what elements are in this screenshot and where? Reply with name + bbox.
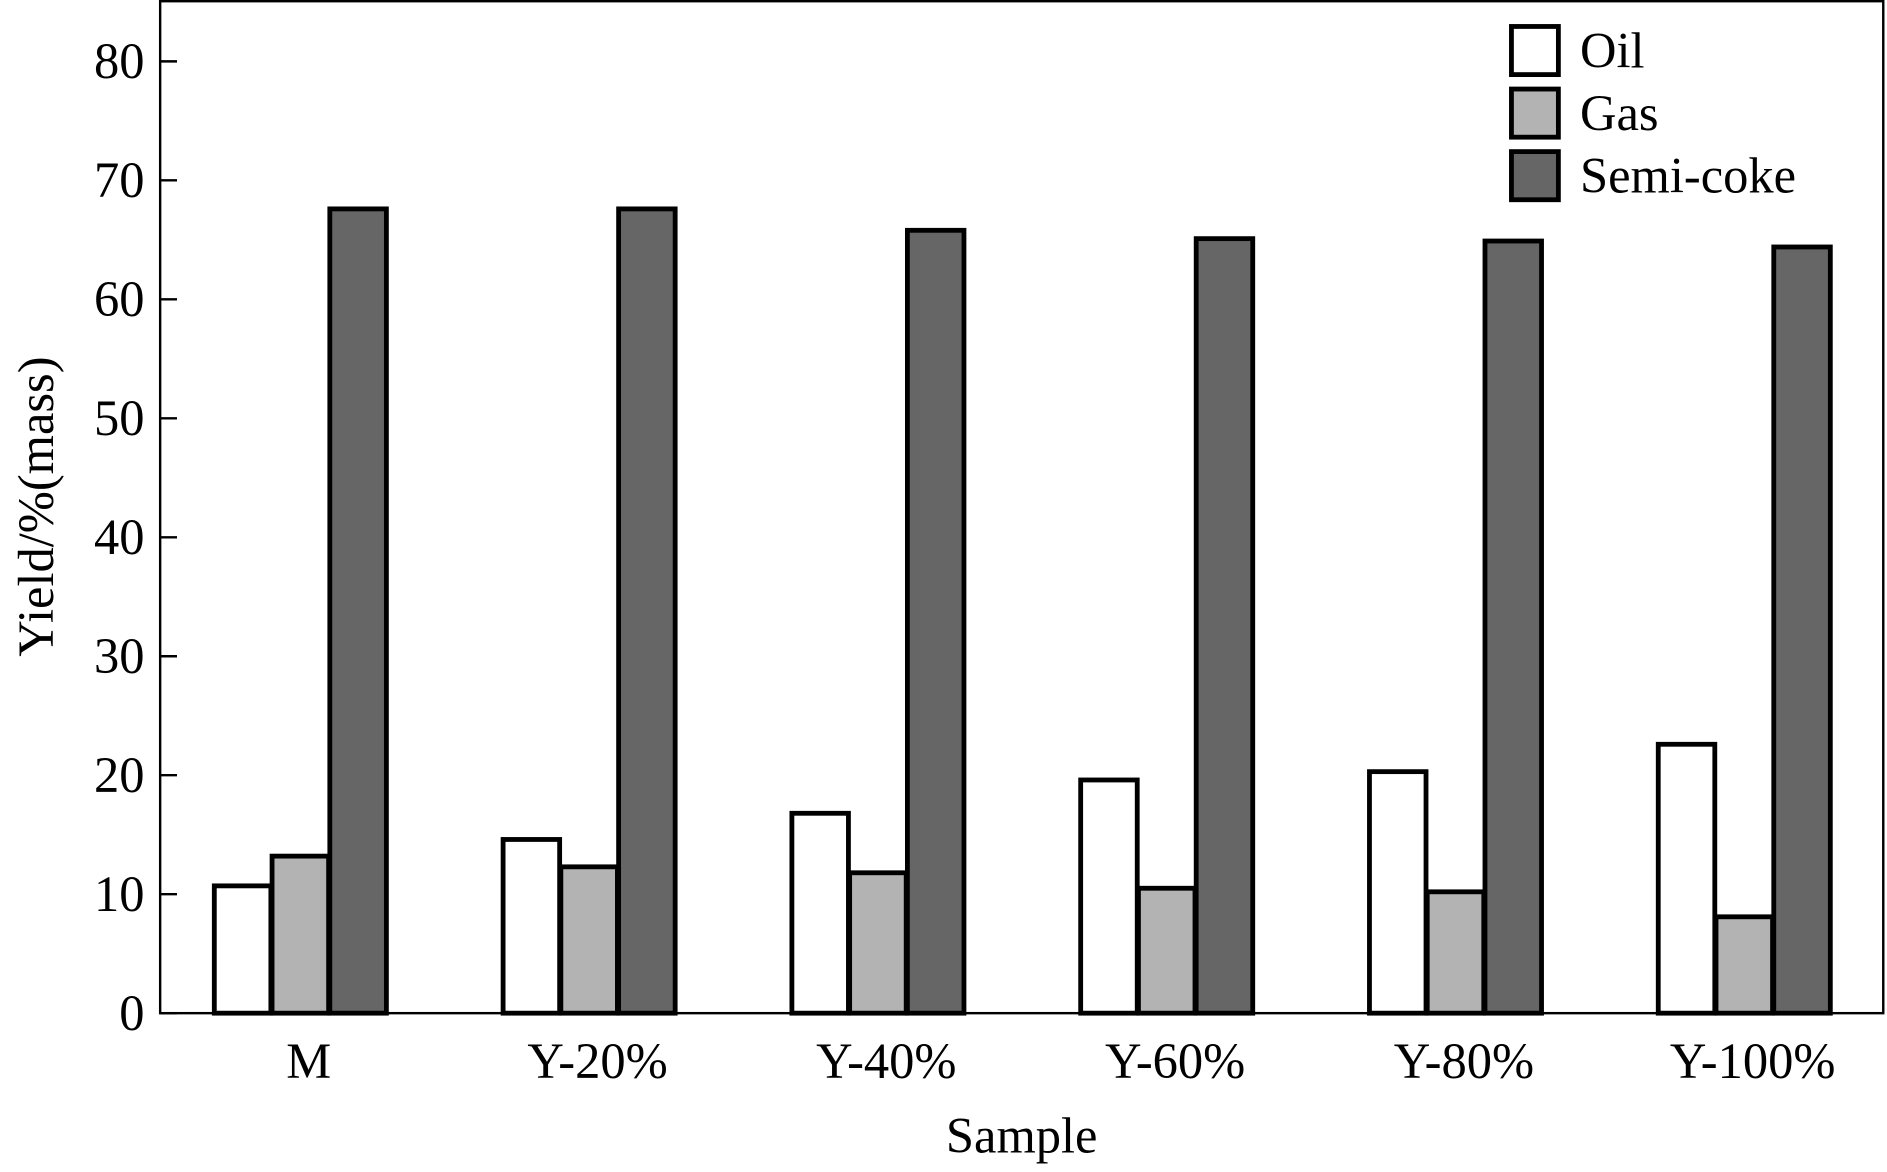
bar-gas-y-20% [558, 864, 620, 1016]
bar-oil-m [211, 883, 274, 1016]
bar-gas-y-40% [847, 870, 909, 1016]
y-axis: 0 10 20 30 40 50 60 70 80 [94, 33, 178, 1041]
bar-semi-coke-y-40% [904, 227, 967, 1016]
y-tick-label: 50 [94, 390, 145, 446]
legend-swatch-oil [1509, 24, 1561, 78]
y-tick-label: 30 [94, 628, 145, 684]
legend-swatch-gas [1509, 86, 1561, 140]
bar-oil-y-80% [1367, 769, 1429, 1016]
bar-gas-y-60% [1136, 885, 1198, 1016]
y-tick-label: 70 [94, 152, 145, 208]
bar-oil-y-20% [500, 837, 563, 1016]
y-tick-label: 10 [94, 866, 145, 922]
x-tick-label: Y-100% [1670, 1033, 1836, 1089]
legend-swatch-semi-coke [1509, 149, 1561, 203]
legend-label: Semi-coke [1580, 148, 1796, 204]
bar-semi-coke-y-60% [1193, 236, 1256, 1016]
bar-oil-y-40% [789, 810, 851, 1016]
x-axis: M Y-20% Y-40% Y-60% Y-80% Y-100% [286, 1033, 1835, 1089]
y-tick-label: 0 [119, 985, 144, 1041]
x-tick-label: Y-60% [1105, 1033, 1245, 1089]
bar-gas-m [269, 853, 332, 1016]
bar-gas-y-100% [1713, 914, 1775, 1016]
y-tick-label: 20 [94, 747, 145, 803]
bar-oil-y-60% [1078, 777, 1140, 1016]
bar-gas-y-80% [1424, 889, 1487, 1016]
legend: Oil Gas Semi-coke [1509, 22, 1796, 204]
x-tick-label: Y-40% [816, 1033, 956, 1089]
x-tick-label: M [286, 1033, 331, 1089]
legend-label: Gas [1580, 85, 1659, 141]
legend-label: Oil [1580, 22, 1645, 78]
bar-semi-coke-m [327, 206, 389, 1016]
y-tick-label: 40 [94, 509, 145, 565]
bar-semi-coke-y-80% [1482, 238, 1544, 1016]
y-axis-label: Yield/%(mass) [8, 356, 64, 656]
bar-semi-coke-y-100% [1771, 244, 1833, 1016]
x-axis-label: Sample [946, 1108, 1098, 1164]
y-tick-label: 80 [94, 33, 145, 89]
bar-oil-y-100% [1655, 741, 1718, 1016]
x-tick-label: Y-80% [1394, 1033, 1534, 1089]
bars-layer [211, 206, 1833, 1016]
plot-frame [158, 0, 1885, 1015]
x-tick-label: Y-20% [527, 1033, 667, 1089]
y-tick-label: 60 [94, 271, 145, 327]
bar-semi-coke-y-20% [616, 206, 678, 1016]
